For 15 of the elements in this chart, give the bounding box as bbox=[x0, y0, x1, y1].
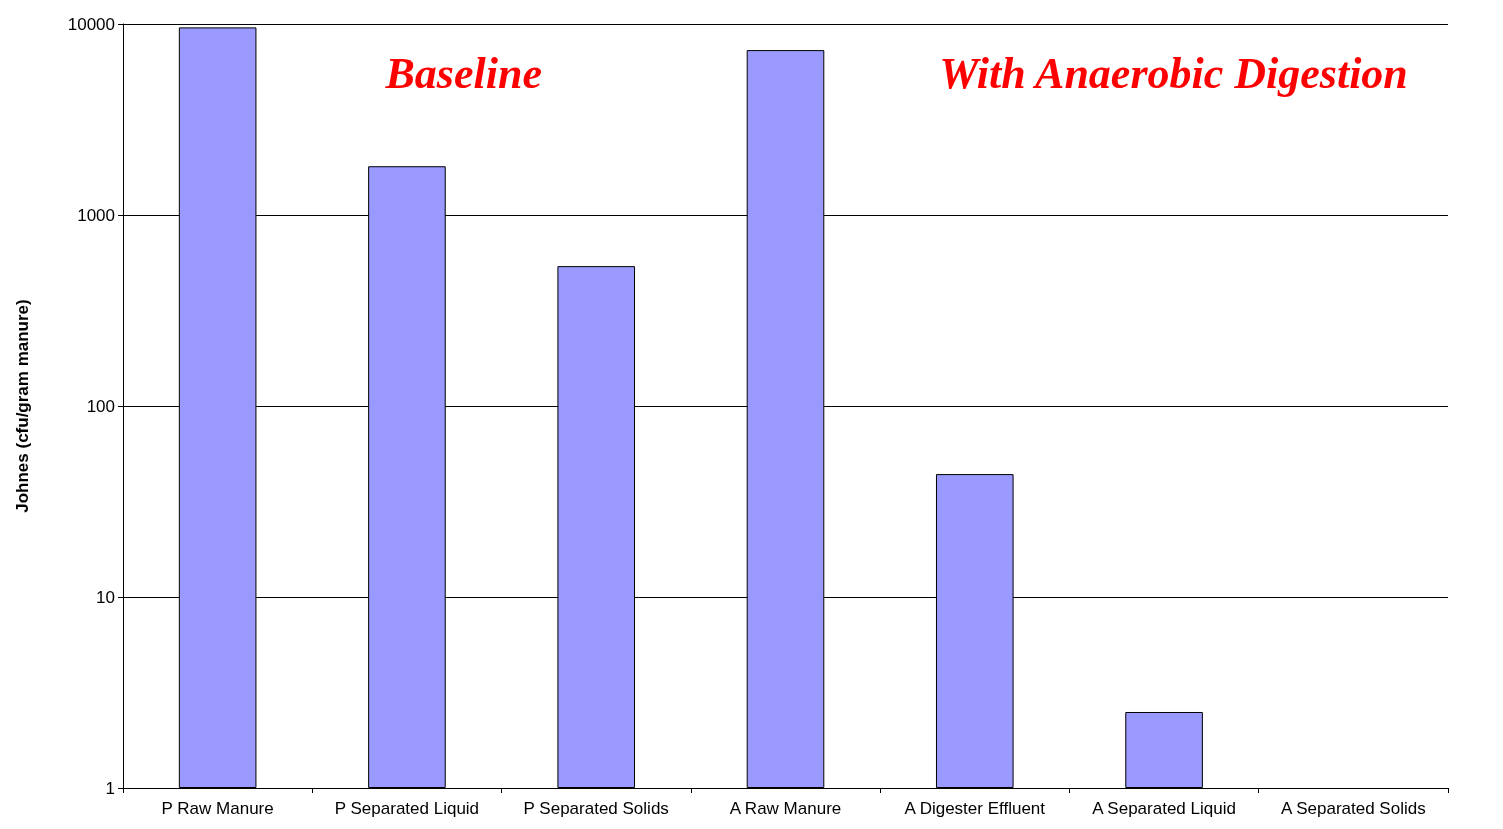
y-tick-label: 1 bbox=[105, 778, 115, 798]
annotation: With Anaerobic Digestion bbox=[939, 48, 1408, 98]
x-tick-label: A Separated Liquid bbox=[1092, 799, 1236, 818]
y-tick-label: 1000 bbox=[77, 205, 115, 225]
x-tick-label: P Separated Liquid bbox=[334, 799, 480, 818]
x-tick-label: A Raw Manure bbox=[729, 799, 842, 818]
x-tick-label: A Digester Effluent bbox=[904, 799, 1046, 818]
y-tick-label: 10 bbox=[96, 587, 115, 607]
x-tick-label: P Raw Manure bbox=[161, 799, 274, 818]
y-tick-label: 100 bbox=[86, 396, 115, 416]
annotation: Baseline bbox=[384, 48, 542, 98]
y-tick-label: 10000 bbox=[67, 14, 115, 34]
x-tick-label: A Separated Solids bbox=[1281, 799, 1426, 818]
x-tick-label: P Separated Solids bbox=[523, 799, 669, 818]
y-axis-title: Johnes (cfu/gram manure) bbox=[13, 299, 32, 513]
